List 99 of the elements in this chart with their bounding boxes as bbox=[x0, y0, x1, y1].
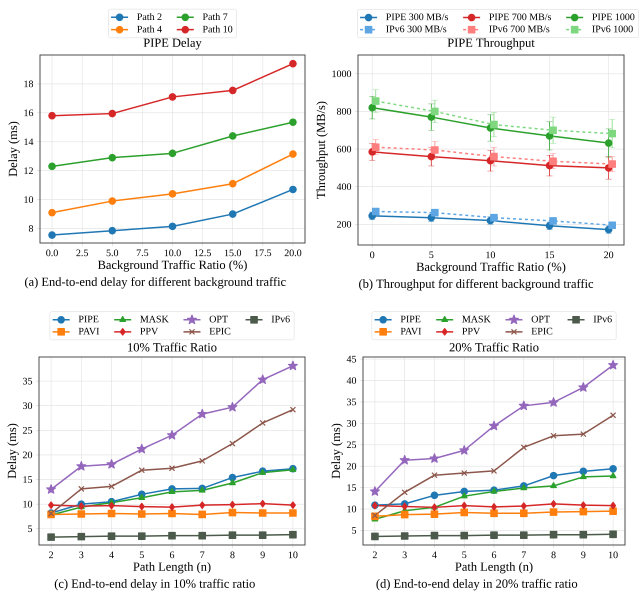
y-tick-label: 12 bbox=[24, 167, 33, 174]
y-tick-label: 400 bbox=[336, 183, 352, 190]
x-tick-label: 2 bbox=[372, 552, 377, 558]
y-tick-label: 600 bbox=[336, 146, 352, 152]
x-tick-label: 10.0 bbox=[164, 250, 181, 256]
legend-label: MASK bbox=[140, 316, 169, 322]
x-tick-label: 15.0 bbox=[224, 250, 242, 256]
x-axis-title: Background Traffic Ratio (%) bbox=[416, 262, 566, 274]
text: (a) End-to-end delay for different background traffic bbox=[24, 277, 286, 289]
legend-label: PIPE 1000 bbox=[592, 13, 634, 20]
y-tick-label: 10 bbox=[347, 506, 356, 512]
x-tick-label: 20.0 bbox=[284, 250, 302, 256]
x-tick-label: 2 bbox=[49, 552, 54, 558]
legend-label: IPv6 700 MB/s bbox=[489, 26, 550, 32]
y-tick-label: 25 bbox=[346, 441, 356, 448]
chart-title: PIPE Throughput bbox=[448, 38, 535, 50]
x-tick-label: 5 bbox=[429, 252, 434, 258]
x-tick-label: 8 bbox=[230, 552, 235, 558]
legend-label: IPv6 1000 bbox=[592, 26, 633, 32]
x-tick-label: 5 bbox=[140, 552, 144, 558]
y-axis-title: Throughput (MB/s) bbox=[316, 102, 328, 199]
x-tick-label: 4 bbox=[432, 552, 437, 558]
legend-label: PAVI bbox=[400, 328, 422, 335]
y-tick-label: 8 bbox=[28, 225, 34, 232]
y-tick-label: 1000 bbox=[332, 70, 352, 78]
text: (b) Throughput for different background traffic bbox=[359, 279, 594, 291]
y-tick-label: 20 bbox=[346, 462, 356, 470]
legend-label: PPV bbox=[140, 328, 158, 335]
y-axis-title: Delay (ms) bbox=[8, 122, 20, 176]
y-tick-label: 25 bbox=[22, 426, 32, 434]
x-tick-label: 3 bbox=[402, 552, 407, 558]
x-axis-title: Path Length (n) bbox=[133, 562, 211, 574]
legend-label: OPT bbox=[532, 316, 550, 322]
legend-label: PPV bbox=[462, 328, 480, 335]
x-tick-label: 20 bbox=[604, 252, 614, 258]
x-tick-label: 0.0 bbox=[46, 250, 58, 256]
legend-label: Path 7 bbox=[202, 13, 228, 20]
y-tick-label: 5 bbox=[28, 525, 32, 532]
legend-label: EPIC bbox=[209, 328, 230, 334]
legend-label: IPv6 bbox=[272, 316, 290, 322]
legend-label: OPT bbox=[210, 316, 228, 322]
x-tick-label: 0 bbox=[370, 252, 374, 258]
x-tick-label: 7 bbox=[200, 552, 204, 558]
y-axis-title: Delay (ms) bbox=[7, 424, 19, 478]
x-tick-label: 7 bbox=[522, 552, 526, 558]
y-tick-label: 16 bbox=[24, 109, 34, 116]
x-tick-label: 9 bbox=[581, 552, 586, 558]
chart-title: 20% Traffic Ratio bbox=[450, 342, 538, 352]
chart-title: 10% Traffic Ratio bbox=[128, 342, 216, 352]
x-tick-label: 5.0 bbox=[106, 250, 118, 256]
text: (d) End-to-end delay in 20% traffic ratio bbox=[376, 578, 578, 590]
x-tick-label: 2.5 bbox=[76, 250, 88, 256]
chart-title: PIPE Delay bbox=[144, 38, 202, 50]
x-tick-label: 10 bbox=[288, 552, 298, 558]
legend-label: PIPE 700 MB/s bbox=[489, 13, 552, 20]
legend-label: PIPE bbox=[400, 316, 420, 322]
x-tick-label: 3 bbox=[79, 552, 84, 558]
x-tick-label: 15 bbox=[545, 252, 554, 258]
y-tick-label: 30 bbox=[23, 402, 32, 410]
y-tick-label: 40 bbox=[346, 377, 356, 384]
legend-label: IPv6 bbox=[594, 316, 612, 322]
text: (c) End-to-end delay in 10% traffic ratio bbox=[54, 578, 255, 590]
y-tick-label: 15 bbox=[23, 476, 32, 483]
y-tick-label: 45 bbox=[346, 356, 356, 362]
y-tick-label: 30 bbox=[347, 420, 356, 427]
y-tick-label: 14 bbox=[24, 138, 34, 146]
legend-label: PIPE bbox=[78, 316, 98, 322]
legend-label: MASK bbox=[462, 316, 491, 322]
y-tick-label: 200 bbox=[336, 220, 352, 228]
x-tick-label: 7.5 bbox=[136, 250, 148, 256]
legend-label: Path 4 bbox=[137, 25, 162, 32]
legend-label: PIPE 300 MB/s bbox=[386, 13, 448, 20]
x-tick-label: 12.5 bbox=[194, 250, 211, 256]
y-axis-title: Delay (ms) bbox=[331, 424, 343, 478]
x-axis-title: Path Length (n) bbox=[455, 562, 533, 574]
y-tick-label: 18 bbox=[24, 80, 34, 88]
x-axis-title: Background Traffic Ratio (%) bbox=[98, 260, 247, 272]
y-tick-label: 15 bbox=[347, 484, 356, 491]
x-tick-label: 6 bbox=[492, 552, 496, 558]
y-tick-label: 5 bbox=[352, 527, 356, 534]
legend-label: PAVI bbox=[78, 328, 100, 335]
x-tick-label: 17.5 bbox=[255, 250, 272, 256]
y-tick-label: 20 bbox=[22, 452, 32, 458]
legend-label: EPIC bbox=[532, 328, 552, 334]
legend-label: Path 10 bbox=[202, 25, 232, 32]
y-tick-label: 35 bbox=[347, 398, 356, 406]
x-tick-label: 10 bbox=[486, 252, 496, 258]
y-tick-label: 35 bbox=[23, 378, 32, 384]
x-tick-label: 4 bbox=[109, 552, 114, 558]
legend-label: Path 2 bbox=[137, 13, 162, 20]
x-tick-label: 8 bbox=[551, 552, 556, 558]
x-tick-label: 10 bbox=[608, 552, 618, 558]
x-tick-label: 6 bbox=[170, 552, 174, 558]
legend-label: IPv6 300 MB/s bbox=[386, 26, 446, 32]
x-tick-label: 5 bbox=[462, 552, 466, 558]
y-tick-label: 800 bbox=[336, 108, 352, 115]
y-tick-label: 10 bbox=[24, 196, 34, 203]
x-tick-label: 9 bbox=[260, 552, 265, 558]
y-tick-label: 10 bbox=[23, 500, 32, 508]
